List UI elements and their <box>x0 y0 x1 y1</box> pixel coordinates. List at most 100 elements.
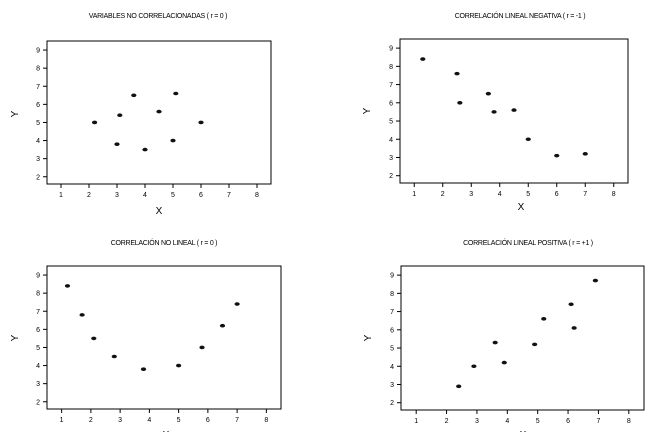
y-tick-label: 9 <box>390 273 394 280</box>
y-tick-label: 4 <box>36 138 40 145</box>
x-tick-label: 2 <box>89 417 93 424</box>
scatter-chart-nonlinear: CORRELACIÓN NO LINEAL ( r = 0 ) 2 3 4 5 6 7 8 9… <box>10 238 282 432</box>
y-tick-label: 5 <box>36 120 40 127</box>
data-point <box>91 336 97 341</box>
y-axis-label: Y <box>362 107 373 114</box>
x-tick-label: 2 <box>441 191 445 198</box>
x-tick-label: 7 <box>235 417 239 424</box>
y-tick-label: 4 <box>36 363 40 370</box>
x-axis-label: X <box>156 206 163 217</box>
x-tick-labels: 1 2 3 4 5 6 7 8 <box>59 192 259 199</box>
y-tick-label: 8 <box>36 66 40 73</box>
x-tick-label: 2 <box>445 418 449 425</box>
x-tick-label: 8 <box>255 192 259 199</box>
y-tick-labels: 2 3 4 5 6 7 8 9 <box>389 46 393 181</box>
y-tick-label: 5 <box>390 346 394 353</box>
y-axis-label: Y <box>10 110 21 117</box>
x-axis-label: X <box>518 202 525 213</box>
y-tick-label: 2 <box>36 399 40 406</box>
y-tick-label: 7 <box>389 82 393 89</box>
y-tick-label: 2 <box>36 174 40 181</box>
y-tick-label: 9 <box>36 273 40 280</box>
data-points <box>92 91 204 152</box>
plot-frame <box>46 265 282 410</box>
x-tick-label: 8 <box>627 418 631 425</box>
y-axis-label: Y <box>10 334 21 341</box>
x-tick-label: 6 <box>555 191 559 198</box>
data-point <box>491 110 497 114</box>
y-tick-label: 6 <box>390 327 394 334</box>
data-points <box>456 278 598 389</box>
x-tick-label: 2 <box>87 192 91 199</box>
data-point <box>219 323 226 328</box>
data-point <box>111 354 117 359</box>
data-point <box>571 326 577 330</box>
y-tick-label: 7 <box>36 309 40 316</box>
x-tick-labels: 1 2 3 4 5 6 7 8 <box>60 417 269 424</box>
x-axis-label: X <box>520 430 527 432</box>
y-tick-label: 5 <box>389 119 393 126</box>
x-tick-label: 4 <box>505 418 509 425</box>
scatter-chart-uncorrelated: VARIABLES NO CORRELACIONADAS ( r = 0 ) 2… <box>10 13 272 217</box>
x-tick-label: 3 <box>475 418 479 425</box>
tick-marks <box>43 49 258 188</box>
x-tick-label: 3 <box>469 191 473 198</box>
y-tick-label: 3 <box>390 382 394 389</box>
y-tick-label: 4 <box>389 137 393 144</box>
y-tick-label: 6 <box>36 102 40 109</box>
x-tick-label: 8 <box>264 417 268 424</box>
x-tick-label: 1 <box>60 417 64 424</box>
y-tick-label: 2 <box>390 400 394 407</box>
x-tick-label: 5 <box>177 417 181 424</box>
y-tick-label: 7 <box>390 309 394 316</box>
x-tick-label: 4 <box>147 417 151 424</box>
data-point <box>457 100 463 105</box>
data-point <box>92 120 98 125</box>
data-point <box>541 317 547 321</box>
data-points <box>64 284 240 371</box>
y-tick-labels: 2 3 4 5 6 7 8 9 <box>36 273 40 407</box>
data-point <box>131 93 137 98</box>
y-tick-label: 2 <box>389 173 393 180</box>
data-point <box>456 384 462 389</box>
data-point <box>511 108 517 112</box>
x-tick-label: 1 <box>414 418 418 425</box>
x-tick-label: 4 <box>498 191 502 198</box>
y-tick-label: 8 <box>389 64 393 71</box>
y-tick-label: 7 <box>36 84 40 91</box>
x-tick-label: 6 <box>206 417 210 424</box>
data-point <box>142 147 148 152</box>
y-tick-label: 9 <box>389 46 393 53</box>
y-tick-label: 8 <box>390 291 394 298</box>
data-point <box>501 360 507 365</box>
scatter-chart-positive-linear: CORRELACIÓN LINEAL POSITIVA ( r = +1 ) 2… <box>363 238 645 432</box>
data-point <box>554 153 560 158</box>
y-tick-label: 8 <box>36 291 40 298</box>
data-point <box>170 138 176 143</box>
x-tick-label: 8 <box>612 191 616 198</box>
y-tick-label: 6 <box>36 327 40 334</box>
x-tick-label: 5 <box>536 418 540 425</box>
x-tick-label: 7 <box>596 418 600 425</box>
chart-title: CORRELACIÓN LINEAL NEGATIVA ( r = -1 ) <box>455 11 586 20</box>
plot-frame <box>400 265 645 411</box>
x-tick-label: 1 <box>59 192 63 199</box>
y-axis-label: Y <box>363 334 374 341</box>
y-tick-label: 3 <box>36 381 40 388</box>
chart-title: VARIABLES NO CORRELACIONADAS ( r = 0 ) <box>89 13 227 20</box>
data-point <box>64 284 71 288</box>
x-tick-label: 7 <box>583 191 587 198</box>
y-tick-label: 6 <box>389 100 393 107</box>
data-point <box>198 120 204 125</box>
data-point <box>156 109 162 114</box>
x-tick-labels: 1 2 3 4 5 6 7 8 <box>412 191 616 198</box>
x-tick-label: 1 <box>412 191 416 198</box>
x-axis-label: X <box>163 430 170 432</box>
x-tick-label: 5 <box>526 191 530 198</box>
y-tick-labels: 2 3 4 5 6 7 8 9 <box>36 48 40 182</box>
x-tick-label: 3 <box>115 192 119 199</box>
data-point <box>234 302 240 306</box>
data-point <box>114 142 120 146</box>
y-tick-label: 5 <box>36 345 40 352</box>
tick-marks <box>43 274 267 413</box>
